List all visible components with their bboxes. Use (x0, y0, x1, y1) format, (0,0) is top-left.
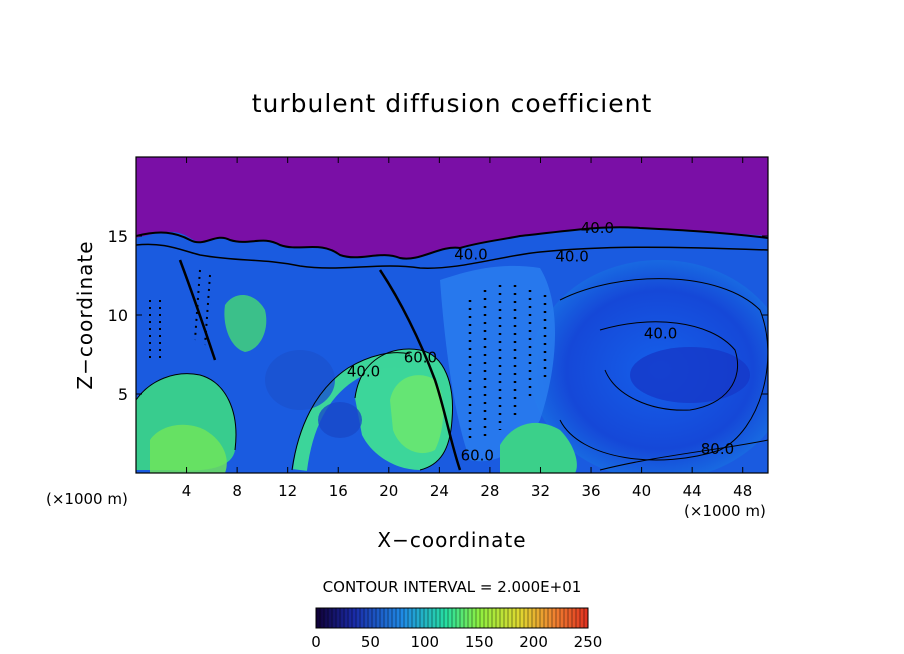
contour-interval-label: CONTOUR INTERVAL = 2.000E+01 (323, 578, 582, 596)
contour-lines (136, 226, 768, 471)
contour-left-front (178, 259, 217, 361)
x-tick-label: 40 (632, 482, 651, 500)
colorbar-tick-label: 200 (519, 633, 548, 651)
contour-label: 40.0 (555, 247, 588, 265)
right-vortex-core (630, 347, 750, 403)
colorbar-frame (315, 607, 589, 629)
x-tick-label: 24 (430, 482, 449, 500)
contour-label: 60.0 (461, 446, 494, 464)
x-tick-label: 8 (232, 482, 242, 500)
x-tick-label: 36 (581, 482, 600, 500)
green-patch-right (500, 422, 577, 473)
colorbar-ticks (319, 608, 585, 628)
x-unit-label-right: (×1000 m) (684, 502, 766, 520)
x-tick-label: 16 (329, 482, 348, 500)
contour-green-arc (291, 352, 411, 471)
y-tick-label: 10 (108, 306, 128, 325)
y-tick-label: 15 (108, 227, 128, 246)
contour-labels: 40.0 40.0 40.0 40.0 40.0 60.0 60.0 80.0 (347, 219, 734, 465)
colorbar: 0 50 100 150 200 250 (311, 607, 602, 651)
x-axis-label: X−coordinate (377, 528, 526, 552)
contour-bottom-right (599, 439, 768, 471)
contour-label: 80.0 (701, 440, 734, 458)
x-tick-label: 48 (733, 482, 752, 500)
x-tick-label: 20 (379, 482, 398, 500)
green-arc (293, 353, 407, 471)
y-tick-label: 5 (118, 385, 128, 404)
x-tick-label: 4 (182, 482, 192, 500)
dark-eddy-1 (265, 350, 335, 410)
colorbar-tick-label: 150 (465, 633, 494, 651)
colorbar-tick-labels: 0 50 100 150 200 250 (311, 633, 602, 651)
contour-diagonal-front (378, 269, 462, 471)
chart-title: turbulent diffusion coefficient (252, 89, 653, 118)
x-axis: 4 8 12 16 20 24 28 32 36 40 44 48 (182, 157, 752, 500)
green-core-left (150, 424, 227, 473)
colorbar-tick-label: 250 (574, 633, 603, 651)
contour-label: 40.0 (454, 246, 487, 264)
contour-sub-boundary (136, 243, 768, 269)
x-unit-label-left: (×1000 m) (46, 490, 128, 508)
contour-label: 40.0 (347, 363, 380, 381)
colorbar-tick-label: 50 (361, 633, 380, 651)
contour-right-vortex-inner (599, 321, 739, 411)
x-tick-label: 44 (683, 482, 702, 500)
contour-right-vortex-outer (559, 278, 768, 461)
x-tick-label: 12 (278, 482, 297, 500)
heatmap-field: 40.0 40.0 40.0 40.0 40.0 60.0 60.0 80.0 (136, 157, 768, 473)
dark-eddy-2 (318, 402, 362, 438)
y-axis-label: Z−coordinate (73, 240, 97, 389)
x-tick-label: 32 (531, 482, 550, 500)
y-axis: 5 10 15 (108, 227, 768, 404)
colorbar-tick-label: 0 (311, 633, 321, 651)
contour-left-lobe (136, 373, 237, 451)
contour-center-lobe (354, 348, 454, 471)
x-tick-label: 28 (480, 482, 499, 500)
green-core-center (390, 375, 444, 454)
contour-top-boundary (136, 226, 768, 260)
green-patch-upper (224, 294, 267, 352)
contour-label: 40.0 (644, 325, 677, 343)
contour-updraft-streaks (468, 285, 547, 440)
contour-label: 40.0 (581, 219, 614, 237)
colorbar-tick-label: 100 (410, 633, 439, 651)
contour-label: 60.0 (404, 348, 437, 366)
contour-left-streaks (149, 269, 211, 360)
